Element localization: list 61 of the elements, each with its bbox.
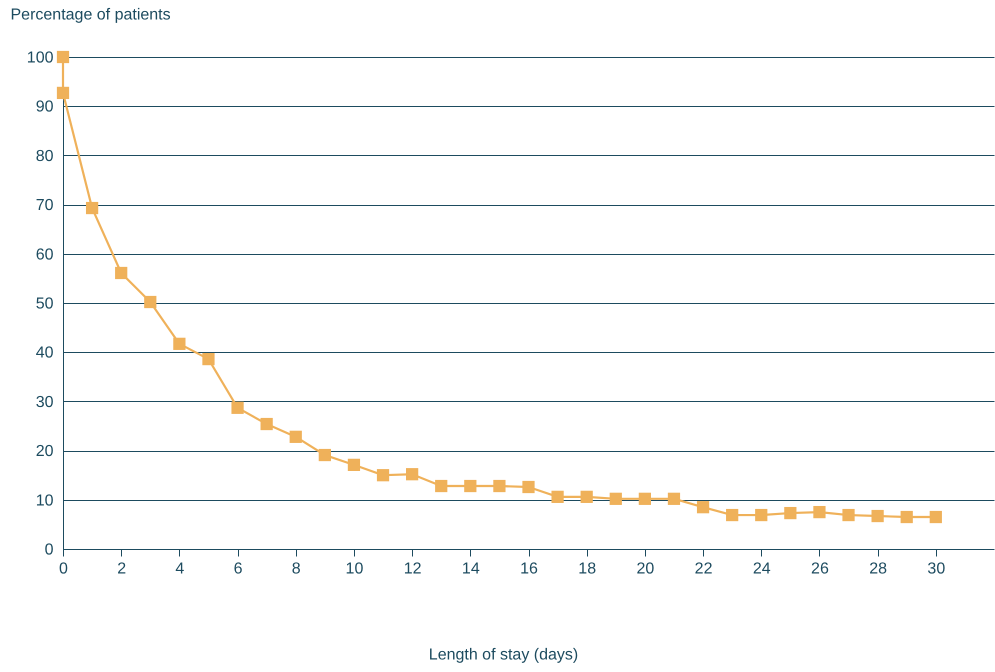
x-tick-label: 8 [292,560,301,578]
point [173,338,186,350]
y-tick-label: 80 [36,148,54,165]
point [464,480,476,492]
point [610,492,622,505]
y-tick-label: 20 [36,443,54,460]
point [376,469,390,482]
point [435,480,448,492]
point [86,202,98,214]
point [522,480,535,494]
x-tick-label: 20 [636,560,654,578]
y-tick-label: 0 [44,542,54,558]
point [696,501,710,514]
point [318,448,331,462]
y-axis-title: Percentage of patients [10,6,171,24]
point [231,402,244,414]
x-tick-label: 28 [869,560,888,578]
x-tick-label: 6 [234,560,243,578]
point [638,492,651,505]
x-tick-label: 2 [117,560,126,578]
x-tick-label: 26 [811,560,829,578]
point [872,510,884,522]
point [202,352,215,366]
point [726,508,738,522]
point [348,458,360,471]
point [580,490,593,503]
point [115,266,128,280]
point [406,468,418,480]
x-tick-label: 22 [694,560,713,578]
x-tick-label: 16 [520,560,538,578]
point [493,480,506,492]
x-tick-label: 30 [927,560,946,578]
y-tick-label: 50 [36,296,54,312]
point [56,50,70,64]
point [290,430,302,443]
point [755,508,768,522]
point [900,510,913,524]
x-tick-label: 12 [404,560,422,578]
y-tick-label: 90 [36,98,54,116]
point [260,418,273,430]
point [842,508,855,522]
x-tick-label: 18 [578,560,596,578]
y-tick-label: 10 [36,492,54,510]
x-tick-label: 4 [175,560,184,578]
point [668,492,680,505]
x-tick-label: 24 [752,560,771,578]
point [930,510,942,524]
y-tick-label: 40 [36,344,54,362]
x-tick-label: 14 [462,560,480,578]
y-tick-label: 30 [36,394,54,411]
point [813,506,826,518]
x-axis-title: Length of stay (days) [428,646,578,664]
x-tick-label: 0 [59,560,68,578]
point [144,296,156,308]
x-tick-label: 10 [346,560,364,578]
y-tick-label: 60 [36,246,54,264]
point [784,506,796,520]
y-tick-label: 100 [26,50,54,66]
y-tick-label: 70 [36,197,54,214]
point [551,490,564,503]
point [56,86,70,100]
